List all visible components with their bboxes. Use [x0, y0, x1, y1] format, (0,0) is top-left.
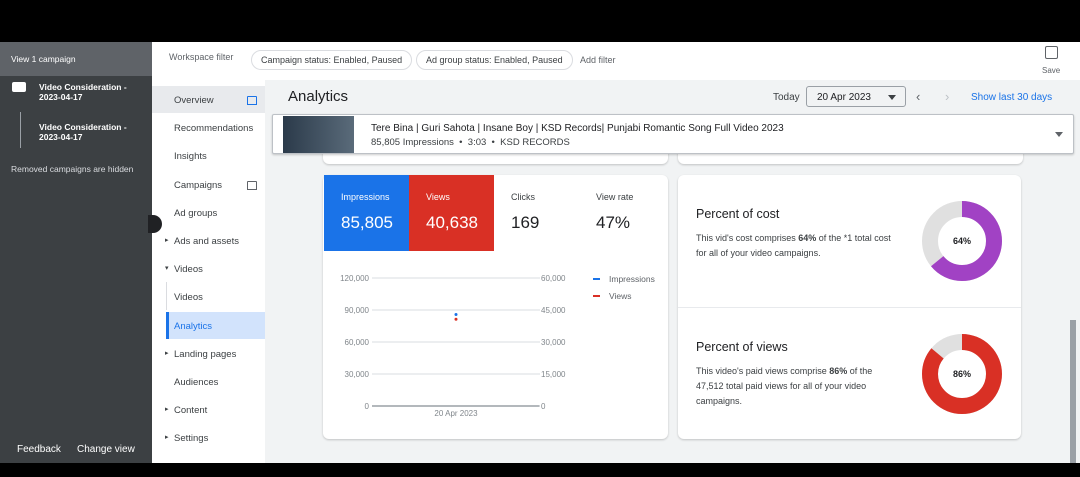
- nav-item[interactable]: Overview: [174, 95, 214, 106]
- nav-item[interactable]: Insights: [174, 151, 207, 163]
- percent-title: Percent of cost: [696, 207, 780, 221]
- metric-value: 169: [511, 213, 540, 232]
- collapse-button[interactable]: [148, 215, 162, 233]
- prev[interactable]: ‹: [916, 89, 921, 104]
- nav-arrow: ▾: [165, 265, 169, 273]
- nav-arrow: ▸: [165, 349, 169, 357]
- date-picker[interactable]: 20 Apr 2023: [806, 86, 906, 107]
- percent-title: Percent of views: [696, 340, 788, 354]
- dropdown-arrow[interactable]: [888, 95, 896, 104]
- save[interactable]: Save: [1042, 66, 1061, 75]
- video-meta: 85,805 Impressions • 3:03 • KSD RECORDS: [371, 137, 570, 148]
- metric-value: 85,805: [341, 213, 393, 232]
- donut-arc: [922, 201, 1002, 281]
- legend-label: Impressions: [609, 274, 655, 284]
- home-icon: [247, 96, 257, 105]
- nav-arrow: ▸: [165, 406, 169, 414]
- change-view[interactable]: Change view: [77, 444, 135, 455]
- y-tick-label: 30,000: [345, 370, 370, 379]
- text-part: This video's paid views comprise: [696, 366, 830, 376]
- nav-item[interactable]: Analytics: [174, 320, 213, 332]
- video-card[interactable]: Tere Bina | Guri Sahota | Insane Boy | K…: [272, 114, 1074, 154]
- y2-tick-label: 30,000: [541, 338, 566, 347]
- y-tick-label: 60,000: [345, 338, 370, 347]
- y-tick-label: 0: [365, 402, 370, 411]
- save-icon[interactable]: [1045, 46, 1058, 59]
- nav-item[interactable]: Ads and assets: [174, 236, 239, 247]
- metric-tile[interactable]: [409, 175, 494, 251]
- metric-label: Views: [426, 192, 450, 202]
- campaign[interactable]: Video Consideration - 2023-04-17: [39, 82, 127, 102]
- filter-chip[interactable]: Ad group status: Enabled, Paused: [416, 50, 573, 70]
- y2-tick-label: 60,000: [541, 274, 566, 283]
- text-part: This vid's cost comprises: [696, 233, 799, 243]
- filter-chip[interactable]: Campaign status: Enabled, Paused: [251, 50, 413, 70]
- sidebar-header: View 1 campaign: [11, 54, 76, 64]
- metric-tile[interactable]: [324, 175, 409, 251]
- y-tick-label: 120,000: [340, 274, 369, 283]
- percent-card: [678, 175, 1021, 439]
- workspace-filter: Workspace filter: [169, 52, 234, 62]
- next[interactable]: ›: [945, 89, 950, 104]
- page-title: Analytics: [288, 88, 349, 105]
- text-part: of the 47,512 total paid views for all o…: [696, 366, 873, 406]
- nav-item[interactable]: Videos: [174, 264, 203, 276]
- metric-label: Clicks: [511, 192, 535, 202]
- y2-tick-label: 15,000: [541, 370, 566, 379]
- y2-tick-label: 45,000: [541, 306, 566, 315]
- nav: Overview Recommendations Insights Campaigns…: [152, 80, 270, 463]
- metric-value: 47%: [596, 213, 631, 232]
- metric-value: 40,638: [426, 213, 478, 232]
- donut-arc: [922, 334, 1002, 414]
- legend-label: Views: [609, 291, 632, 301]
- data-point: [454, 317, 458, 321]
- nav-arrow: ▸: [165, 237, 169, 244]
- show-last[interactable]: Show last 30 days: [971, 92, 1053, 103]
- home-icon: [247, 180, 257, 190]
- nav-arrow: ▸: [165, 434, 169, 442]
- metric-label: View rate: [596, 192, 634, 202]
- nav-item[interactable]: Landing pages: [174, 348, 237, 360]
- nav-item[interactable]: Audiences: [174, 377, 219, 388]
- nav-item[interactable]: Recommendations: [174, 123, 254, 135]
- percent-text: This vid's cost comprises 64% of the *1 …: [696, 231, 901, 261]
- campaign[interactable]: Video Consideration - 2023-04-17: [39, 122, 127, 142]
- donut-label: 64%: [953, 236, 971, 246]
- sidebar-note: Removed campaigns are hidden: [11, 164, 134, 174]
- sidebar: View 1 campaign Video Consideration - 20…: [0, 42, 152, 463]
- text-part: 86%: [829, 366, 848, 376]
- video-icon: [12, 82, 26, 92]
- y2-tick-label: 0: [541, 402, 546, 411]
- text-part: 64%: [798, 233, 817, 243]
- nav-item[interactable]: Campaigns: [174, 179, 223, 191]
- nav-item[interactable]: Settings: [174, 433, 209, 445]
- thumbnail: [283, 116, 354, 153]
- data-point: [454, 312, 458, 316]
- x-tick-label: 20 Apr 2023: [434, 409, 478, 418]
- add-filter[interactable]: Add filter: [580, 55, 616, 65]
- text-part: of the *1 total cost for all of your vid…: [696, 233, 891, 258]
- percent-text: This video's paid views comprise 86% of …: [696, 364, 901, 409]
- feedback[interactable]: Feedback: [17, 444, 61, 455]
- nav-item[interactable]: Videos: [174, 292, 203, 304]
- today: Today: [773, 92, 800, 103]
- nav-item[interactable]: Ad groups: [174, 207, 218, 219]
- metric-label: Impressions: [341, 192, 390, 202]
- y-tick-label: 90,000: [345, 306, 370, 315]
- nav-item[interactable]: Content: [174, 405, 208, 417]
- donut-label: 86%: [953, 369, 971, 379]
- expand[interactable]: [1055, 132, 1063, 141]
- video-title: Tere Bina | Guri Sahota | Insane Boy | K…: [371, 123, 784, 134]
